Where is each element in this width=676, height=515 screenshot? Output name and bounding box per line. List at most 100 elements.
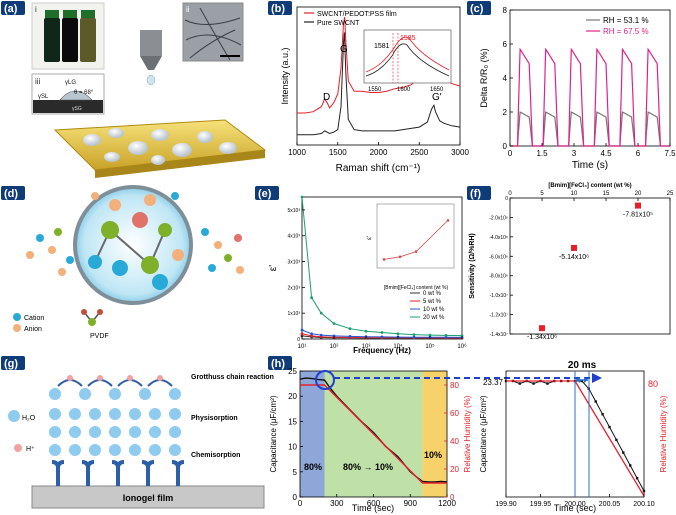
y-tick-label: -1.4x10⁷ <box>490 332 509 338</box>
film-label: Ionogel film <box>123 493 174 503</box>
x-tick-label: 1200 <box>438 499 456 508</box>
region-80-10: 80% → 10% <box>343 462 393 472</box>
substrate-strip <box>33 100 103 113</box>
axis-ticks: 10¹ 10² 10³ 10⁴ 10⁵ 10⁶ 0 1x10³ 2x10³ 3x10³ 4x10³ 5… <box>287 208 467 350</box>
y-tick-label: 2x10³ <box>287 285 300 291</box>
x-tick-label: 200.00 <box>564 501 586 508</box>
y-tick-label: 25 <box>288 367 297 376</box>
data-point <box>300 195 304 199</box>
y2-tick-label: 0 <box>450 493 455 502</box>
x-tick-label: 10⁶ <box>457 343 467 350</box>
y-tick-label: 15 <box>288 417 297 426</box>
data-point <box>546 382 549 385</box>
data-point <box>580 379 584 383</box>
panel-label: (h) <box>271 358 285 370</box>
legend-label: 5 wt % <box>423 299 442 305</box>
y-axis-label: Capacitance (μF/cm²) <box>269 395 278 472</box>
y-axis-label: ε' <box>268 265 279 271</box>
y-tick-label: 8 <box>503 6 508 15</box>
y2-tick-label: 60 <box>450 409 459 418</box>
inset-x-label: [Bmim][FeCl₄] content (wt %) <box>384 285 449 291</box>
data-point <box>608 425 611 429</box>
panel-e: (e) 10¹ 10² 10³ 10⁴ 10⁵ 10⁶ 0 1x10³ 2x10³ 3x10³ 4x… <box>255 186 467 355</box>
panel-label-bg <box>268 1 292 15</box>
x-tick-label: 2000 <box>370 148 388 157</box>
inset-frame <box>376 203 455 269</box>
data-point <box>622 451 625 454</box>
region-10: 10% <box>424 450 442 460</box>
inset-label-1585: 1585 <box>400 35 416 42</box>
x-tick-label: 0 <box>508 149 513 158</box>
point-label: -5.14x10⁶ <box>559 254 589 261</box>
legend-label: 0 wt % <box>423 291 442 297</box>
inset-point <box>446 219 450 222</box>
y-tick-label: 0 <box>503 142 508 151</box>
x-tick-label: 200.10 <box>633 501 655 508</box>
droplets <box>83 128 237 165</box>
panel-label: (e) <box>258 188 272 200</box>
x-tick-label: 5 <box>540 191 544 197</box>
legend-label: 20 wt % <box>423 315 445 321</box>
data-point <box>460 334 464 338</box>
panel-label-bg <box>1 1 25 15</box>
x-tick-label: 0 <box>508 191 512 197</box>
proton-label: H⁺ <box>26 446 35 453</box>
x-tick-label: 3000 <box>451 148 469 157</box>
y-tick-label: 0 <box>293 493 298 502</box>
point-label: -7.81x10⁵ <box>623 212 653 219</box>
x-tick-label: 6 <box>636 149 641 158</box>
data-point <box>310 296 313 300</box>
interval-arrow-left-icon <box>576 377 580 383</box>
series-line <box>301 196 463 337</box>
data-point <box>332 334 336 338</box>
h2o-label: H₂O <box>22 415 36 422</box>
x-tick-label: 300 <box>330 499 344 508</box>
plot-frame <box>509 197 671 335</box>
y-tick-label: -1.2x10⁷ <box>490 313 509 319</box>
nozzle <box>140 30 162 86</box>
panel-label-bg <box>255 186 279 200</box>
layer-grotthuss: Grotthuss chain reaction <box>191 374 274 381</box>
y2-tick-label: 80 <box>450 381 459 390</box>
data-point <box>300 328 304 332</box>
zoom-title: 20 ms <box>568 360 597 371</box>
y-tick-label: 1x10³ <box>287 311 300 317</box>
zoom-y-label: Capacitance (μF/cm²) <box>479 395 488 472</box>
x-tick-label: 2500 <box>410 148 428 157</box>
data-point <box>601 413 604 416</box>
panel-a: (a) i ii iii γLG θ = 68° <box>1 1 267 178</box>
x-axis-label: Frequency (Hz) <box>353 346 411 355</box>
x-ticks: 1000 1500 2000 2500 3000 <box>288 142 469 157</box>
peak-g: G <box>340 44 348 55</box>
inset-point <box>414 250 418 253</box>
gamma-sg: γSG <box>72 106 82 112</box>
x-tick-label: 25 <box>667 191 674 197</box>
x-tick-label: 1000 <box>288 148 306 157</box>
data-point <box>348 335 352 338</box>
zoom-value: 23.37 <box>483 378 504 387</box>
y-tick-label: -1.0x10⁷ <box>490 293 509 299</box>
layer-chemisorption: Chemisorption <box>191 452 240 459</box>
nanotube-strands <box>184 7 242 61</box>
y-tick-label: 6 <box>503 40 508 49</box>
chemisorption-layer <box>51 460 185 486</box>
data-point <box>594 400 597 403</box>
panel-label: (f) <box>470 188 481 200</box>
x-tick-label: 200.05 <box>599 501 621 508</box>
panel-f: (f) -1.34x10⁶ -5.14x10⁶ -7.81x10⁵ 0 5 10 15 20… <box>467 183 674 341</box>
x-tick-label: 3 <box>572 149 577 158</box>
pvdf-icon <box>81 309 103 326</box>
physisorption-layers <box>49 408 181 456</box>
inset-xtick: 1550 <box>368 87 382 93</box>
y-tick-label: 10 <box>288 443 297 452</box>
y2-tick-label: 40 <box>450 437 459 446</box>
panel-label: (b) <box>271 3 285 15</box>
y-tick-label: -8.0x10⁶ <box>489 274 508 280</box>
zoom-x-label: Time (sec) <box>554 503 596 513</box>
y-tick-label: 20 <box>288 392 297 401</box>
inset-point <box>398 255 402 259</box>
y-tick-label: 5 <box>293 468 298 477</box>
data-point <box>380 331 384 334</box>
data-point <box>615 438 618 442</box>
humidity-line <box>300 384 447 484</box>
